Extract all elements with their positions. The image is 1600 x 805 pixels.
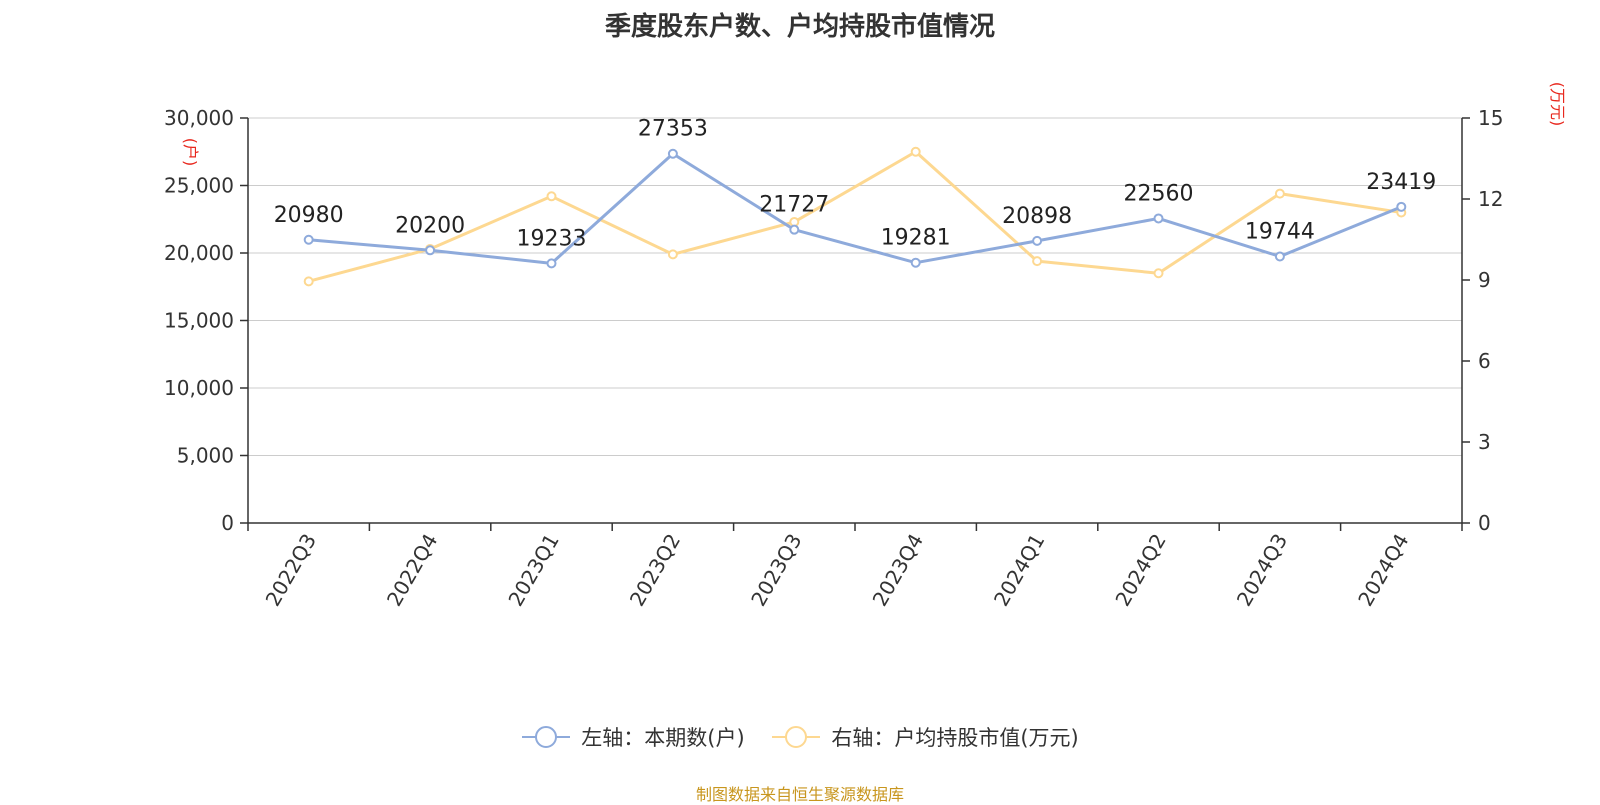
axes: 0 5,000 10,000 15,000 20,000 25,000 30,000 0 3 6 9… bbox=[164, 82, 1567, 610]
legend-item-left[interactable]: 左轴：本期数(户) bbox=[521, 722, 745, 752]
chart-title: 季度股东户数、户均持股市值情况 bbox=[604, 12, 995, 42]
series bbox=[303, 146, 1407, 287]
x-axis-tick-label: 2023Q4 bbox=[868, 530, 928, 611]
x-axis-tick-label: 2024Q2 bbox=[1110, 530, 1170, 611]
data-point-left bbox=[425, 245, 436, 256]
data-labels: 20980 20200 19233 27353 21727 19281 20898 22560… bbox=[274, 117, 1437, 252]
x-axis-tick-label: 2023Q1 bbox=[503, 530, 563, 611]
data-point-right bbox=[1153, 268, 1164, 279]
left-axis-tick-label: 5,000 bbox=[177, 444, 234, 468]
data-label: 22560 bbox=[1124, 181, 1194, 206]
data-label: 19233 bbox=[517, 226, 587, 251]
left-axis-tick-label: 20,000 bbox=[164, 241, 234, 265]
data-point-right bbox=[303, 276, 314, 287]
data-point-left bbox=[1153, 213, 1164, 224]
data-point-left bbox=[667, 148, 678, 159]
x-axis-tick-label: 2024Q3 bbox=[1232, 530, 1292, 611]
right-axis-tick-label: 12 bbox=[1478, 187, 1503, 211]
legend-line-circle-icon bbox=[522, 726, 571, 748]
x-axis-tick-label: 2024Q1 bbox=[989, 530, 1049, 611]
right-axis-tick-label: 15 bbox=[1478, 106, 1503, 130]
left-axis-tick-label: 25,000 bbox=[164, 174, 234, 198]
data-label: 21727 bbox=[759, 193, 829, 218]
right-axis-tick-label: 3 bbox=[1478, 430, 1491, 454]
legend-item-right[interactable]: 右轴：户均持股市值(万元) bbox=[771, 722, 1079, 752]
data-label: 20898 bbox=[1002, 204, 1072, 229]
data-point-left bbox=[546, 258, 557, 269]
legend: 左轴：本期数(户) 右轴：户均持股市值(万元) bbox=[0, 722, 1600, 754]
left-axis-tick-label: 15,000 bbox=[164, 309, 234, 333]
data-point-right bbox=[1274, 188, 1285, 199]
left-axis-tick-label: 30,000 bbox=[164, 106, 234, 130]
x-axis-tick-label: 2023Q2 bbox=[625, 530, 685, 611]
series-line-left bbox=[308, 152, 1402, 265]
data-point-left bbox=[1396, 201, 1407, 212]
x-axis-tick-label: 2023Q3 bbox=[746, 530, 806, 611]
left-axis-tick-label: 0 bbox=[221, 511, 234, 535]
data-point-left bbox=[1032, 235, 1043, 246]
data-label: 19281 bbox=[881, 226, 951, 251]
data-point-right bbox=[667, 249, 678, 260]
legend-label-left: 左轴：本期数(户) bbox=[581, 726, 745, 750]
data-label: 20980 bbox=[274, 203, 344, 228]
series-line-right bbox=[308, 150, 1402, 283]
data-label: 20200 bbox=[395, 213, 465, 238]
x-axis-tick-label: 2022Q3 bbox=[261, 530, 321, 611]
data-point-left bbox=[1274, 251, 1285, 262]
left-axis-unit: (户) bbox=[181, 138, 200, 167]
data-label: 27353 bbox=[638, 117, 708, 142]
grid-lines bbox=[248, 117, 1462, 456]
x-axis-tick-label: 2024Q4 bbox=[1353, 530, 1413, 611]
right-axis-tick-label: 6 bbox=[1478, 349, 1491, 373]
legend-label-right: 右轴：户均持股市值(万元) bbox=[831, 726, 1079, 750]
right-axis-tick-label: 0 bbox=[1478, 511, 1491, 535]
data-label: 23419 bbox=[1366, 170, 1436, 195]
data-point-right bbox=[1032, 256, 1043, 267]
legend-line-circle-icon bbox=[772, 726, 821, 748]
source-note: 制图数据来自恒生聚源数据库 bbox=[695, 785, 904, 804]
right-axis-unit: (万元) bbox=[1548, 82, 1567, 127]
data-point-left bbox=[789, 224, 800, 235]
data-point-left bbox=[910, 257, 921, 268]
x-axis-tick-label: 2022Q4 bbox=[382, 530, 442, 611]
data-label: 19744 bbox=[1245, 219, 1315, 244]
data-point-right bbox=[546, 191, 557, 202]
data-point-left bbox=[303, 234, 314, 245]
right-axis-tick-label: 9 bbox=[1478, 268, 1491, 292]
data-point-right bbox=[910, 146, 921, 157]
left-axis-tick-label: 10,000 bbox=[164, 376, 234, 400]
